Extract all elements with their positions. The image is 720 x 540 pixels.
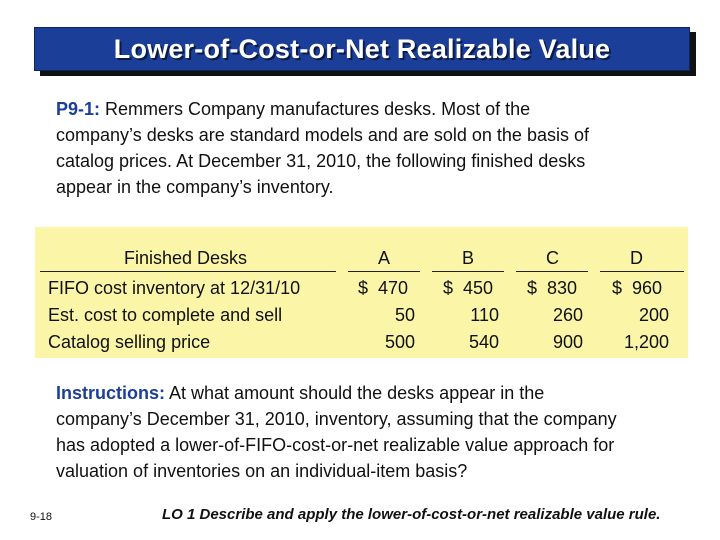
learning-objective: LO 1 Describe and apply the lower-of-cos… <box>162 506 661 523</box>
problem-line-4: appear in the company’s inventory. <box>56 177 334 197</box>
table-row-label-cost-to-complete: Est. cost to complete and sell <box>48 305 283 325</box>
instructions-line-2: company’s December 31, 2010, inventory, … <box>56 409 617 429</box>
table-cell-a-fifo-cost: $ 470 <box>358 278 409 298</box>
table-cell-c-cost-to-complete: 260 <box>552 305 583 325</box>
table-cell-b-fifo-cost: $ 450 <box>443 278 494 298</box>
table-row-label-catalog-price: Catalog selling price <box>48 332 211 352</box>
problem-line-3: catalog prices. At December 31, 2010, th… <box>56 151 586 171</box>
table-header-underline-b <box>432 271 504 272</box>
table-cell-c-fifo-cost: $ 830 <box>527 278 578 298</box>
problem-line-1: P9-1: Remmers Company manufactures desks… <box>56 96 696 122</box>
table-cell-a-catalog-price: 500 <box>384 332 415 352</box>
page-title: Lower-of-Cost-or-Net Realizable Value <box>113 33 611 64</box>
table-cell-d-cost-to-complete: 200 <box>638 305 669 325</box>
table-row-label-fifo-cost: FIFO cost inventory at 12/31/10 <box>48 278 301 298</box>
table-cell-b-cost-to-complete: 110 <box>470 305 499 325</box>
table-header-underline-a <box>348 271 420 272</box>
table-cell-d-fifo-cost: $ 960 <box>612 278 663 298</box>
table-cell-d-catalog-price: 1,200 <box>623 332 669 352</box>
instructions-line-1: Instructions: At what amount should the … <box>56 380 696 406</box>
instructions-text-1: At what amount should the desks appear i… <box>165 383 545 403</box>
slide-number: 9-18 <box>30 511 53 523</box>
table-header-label: Finished Desks <box>124 248 248 268</box>
problem-text-1: Remmers Company manufactures desks. Most… <box>100 99 531 119</box>
problem-label: P9-1: <box>56 99 101 119</box>
table-column-header-c: C <box>546 248 559 268</box>
problem-statement: P9-1: Remmers Company manufactures desks… <box>56 96 696 200</box>
problem-line-2: company’s desks are standard models and … <box>56 125 589 145</box>
instructions-line-3: has adopted a lower-of-FIFO-cost-or-net … <box>56 435 615 455</box>
table-cell-b-catalog-price: 540 <box>468 332 499 352</box>
table-header-underline-c <box>516 271 588 272</box>
title-bar: Lower-of-Cost-or-Net Realizable Value <box>34 27 690 71</box>
table-header-underline-d <box>600 271 684 272</box>
inventory-table-background <box>35 227 688 358</box>
table-column-header-d: D <box>630 248 643 268</box>
table-header-underline-label <box>40 271 336 272</box>
instructions-line-4: valuation of inventories on an individua… <box>56 461 468 481</box>
table-column-header-b: B <box>462 248 475 268</box>
table-cell-c-catalog-price: 900 <box>552 332 583 352</box>
instructions: Instructions: At what amount should the … <box>56 380 696 484</box>
instructions-label: Instructions: <box>56 383 166 403</box>
table-cell-a-cost-to-complete: 50 <box>394 305 415 325</box>
table-column-header-a: A <box>378 248 391 268</box>
